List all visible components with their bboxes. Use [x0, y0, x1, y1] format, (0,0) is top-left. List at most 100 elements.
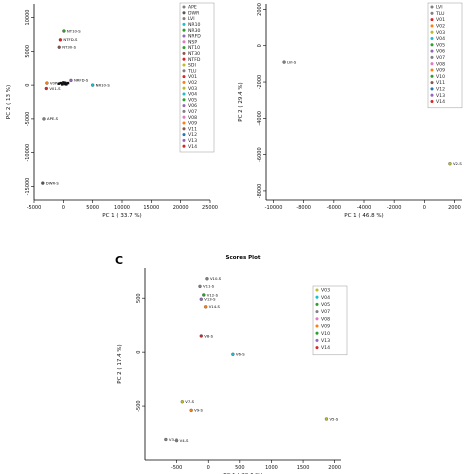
legend-entry: NR10 — [188, 22, 201, 28]
cluster-point — [59, 81, 63, 85]
legend-entry: V13 — [321, 338, 330, 344]
point-label: V11-S — [203, 284, 215, 289]
point-label: APE-S — [47, 116, 59, 121]
legend-entry: NT10 — [188, 45, 200, 51]
legend-entry: V07 — [321, 309, 330, 315]
x-tick-label: 5000 — [86, 205, 99, 211]
y-tick-label: 500 — [136, 293, 142, 303]
legend-entry: V12 — [436, 87, 445, 93]
x-tick-label: -8000 — [296, 205, 311, 211]
legend-marker — [315, 295, 319, 299]
legend-entry: V10 — [436, 74, 445, 80]
legend-entry: V07 — [188, 109, 197, 115]
legend-entry: NT30 — [188, 51, 200, 57]
data-point — [282, 60, 286, 64]
y-tick-label: -4000 — [257, 111, 263, 126]
data-point — [41, 181, 45, 185]
legend-marker — [430, 11, 434, 15]
data-point — [174, 438, 179, 443]
cluster-point — [63, 81, 67, 84]
x-axis-label: PC 1 ( 33.7 %) — [102, 213, 141, 219]
legend-marker — [182, 121, 186, 125]
point-label: DWR-S — [46, 180, 60, 185]
legend-marker — [315, 338, 319, 342]
legend-entry: APE — [188, 5, 197, 11]
legend-marker — [315, 331, 319, 335]
legend-marker — [182, 22, 186, 26]
x-tick-label: -2000 — [387, 205, 402, 211]
legend-marker — [430, 5, 434, 9]
legend-marker — [182, 144, 186, 148]
legend-entry: TLU — [187, 68, 197, 74]
data-point — [42, 117, 46, 121]
point-label: V5-S — [329, 416, 338, 421]
legend-entry: DWR — [188, 10, 200, 16]
legend-marker — [430, 87, 434, 91]
y-tick-label: -500 — [136, 400, 142, 411]
legend-entry: V11 — [436, 80, 445, 86]
legend-marker — [182, 11, 186, 15]
point-label: V0P-S — [50, 80, 62, 85]
legend-marker — [430, 99, 434, 104]
legend-marker — [430, 81, 434, 85]
legend-marker — [315, 324, 319, 328]
data-point — [202, 293, 206, 297]
legend-entry: V13 — [188, 138, 197, 144]
legend-marker — [430, 18, 434, 22]
point-label: LVI-S — [287, 59, 297, 64]
y-tick-label: 2000 — [257, 3, 263, 16]
legend-marker — [315, 310, 319, 314]
legend-box — [312, 285, 348, 356]
cluster-point — [60, 83, 64, 86]
x-tick-label: -4000 — [357, 205, 372, 211]
point-label: NT10-S — [67, 28, 81, 33]
legend-entry: V05 — [188, 97, 197, 103]
x-tick-label: -6000 — [327, 205, 342, 211]
legend-entry: V13 — [436, 93, 445, 99]
legend-marker — [182, 127, 186, 131]
chart-title: Scores Plot — [226, 255, 261, 261]
y-tick-label: -8000 — [257, 184, 263, 199]
data-point — [199, 297, 203, 301]
legend-entry: V04 — [321, 295, 330, 301]
cluster-point — [65, 83, 68, 86]
data-point — [198, 284, 202, 288]
legend-marker — [430, 36, 434, 41]
legend-entry: V06 — [436, 49, 445, 55]
x-tick-label: 20000 — [173, 205, 189, 211]
legend-entry: V02 — [188, 80, 197, 86]
legend-marker — [315, 302, 319, 306]
y-tick-label: 0 — [136, 351, 142, 354]
y-tick-label: -5000 — [25, 112, 31, 127]
point-label: NT30-S — [62, 45, 76, 50]
legend-entry: V04 — [436, 36, 445, 42]
legend-entry: V01 — [188, 74, 197, 80]
x-tick-label: 1500 — [297, 465, 310, 471]
legend-entry: V14 — [188, 144, 197, 150]
legend-entry: V08 — [436, 61, 445, 67]
point-label: V01-S — [49, 86, 61, 91]
data-point — [69, 78, 73, 83]
point-label: V7-S — [185, 399, 194, 404]
legend-entry: V07 — [436, 55, 445, 61]
legend-marker — [315, 317, 319, 321]
legend-marker — [182, 28, 186, 32]
legend-marker — [182, 133, 186, 137]
legend-entry: V11 — [188, 126, 197, 132]
legend-entry: V03 — [321, 288, 330, 294]
point-label: V6-S — [236, 352, 245, 357]
y-axis-label: PC 2 ( 29.4 %) — [238, 82, 244, 121]
legend-entry: V02 — [436, 24, 445, 30]
x-tick-label: 2000 — [328, 465, 341, 471]
y-tick-label: 0 — [257, 44, 263, 47]
y-axis-label: PC 2 ( 17.4 %) — [117, 344, 123, 383]
x-tick-label: -10000 — [265, 205, 283, 211]
legend-marker — [182, 109, 186, 113]
chart-panel-b: -10000 -8000 -6000 -4000 -2000 0 2000-8000-600… — [238, 2, 462, 219]
legend-marker — [430, 93, 434, 97]
y-tick-label: 0 — [25, 84, 31, 87]
legend-marker — [430, 74, 434, 78]
legend-marker — [182, 63, 186, 67]
y-tick-label: 5000 — [25, 45, 31, 58]
